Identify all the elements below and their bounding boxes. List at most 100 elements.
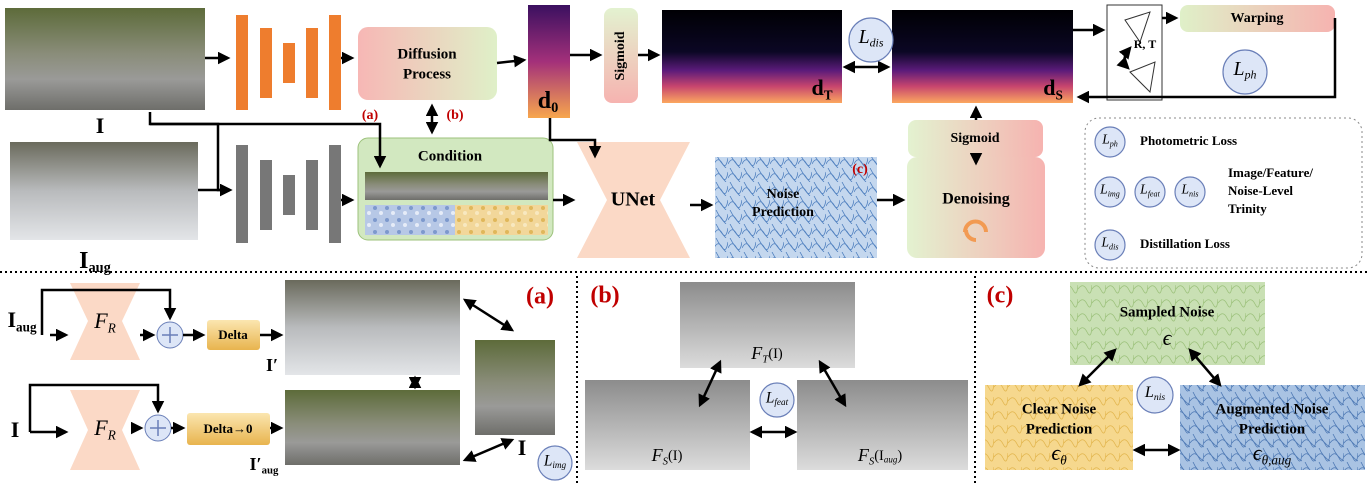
output-image-1 — [285, 280, 460, 375]
sigmoid-box — [604, 8, 638, 103]
subscript: feat — [1148, 189, 1161, 198]
condition-image — [365, 172, 548, 200]
label: Delta→0 — [203, 421, 252, 436]
subscript: 0 — [551, 100, 558, 116]
label: I — [518, 435, 527, 460]
subscript: ph — [1109, 139, 1118, 148]
legend-circle — [1094, 229, 1126, 261]
label: Noise — [767, 187, 800, 202]
label: ϵ — [1163, 325, 1173, 350]
math-label: ϵθ — [1051, 440, 1067, 468]
symbol: L — [765, 389, 775, 406]
symbol: L — [543, 452, 553, 469]
math-label: FS(I) — [651, 445, 683, 468]
math-label: I′aug — [250, 454, 279, 477]
loss-symbol: Lnis — [1181, 182, 1199, 199]
label: (a) — [526, 284, 554, 310]
loss-symbol: Lph — [1101, 132, 1118, 149]
subscript: nis — [1154, 392, 1166, 403]
label: I — [96, 113, 105, 138]
argument: (I) — [668, 448, 683, 464]
symbol: ϵ — [1253, 440, 1263, 465]
argument-sub: aug — [884, 455, 898, 465]
subscript: aug — [88, 260, 111, 276]
symbol: I — [7, 307, 16, 332]
subscript: img — [552, 460, 566, 470]
subscript: T — [824, 88, 833, 103]
subscript: S — [663, 456, 669, 468]
math-label: dS — [1043, 75, 1063, 103]
d0-map — [528, 5, 570, 118]
panel-a — [28, 280, 555, 470]
dS-map — [892, 10, 1073, 103]
subscript: feat — [774, 397, 788, 407]
label: Warping — [1231, 11, 1284, 26]
label: Prediction — [1239, 421, 1306, 437]
loss-circle — [759, 382, 795, 418]
label: Denoising — [942, 191, 1010, 208]
loss-circle — [848, 17, 894, 63]
subscript: img — [1108, 189, 1120, 198]
label: (a) — [362, 108, 379, 123]
noise-pred-box — [715, 157, 877, 258]
symbol: L — [1144, 383, 1154, 401]
loss-symbol: Ldis — [1101, 235, 1119, 252]
legend-box — [1084, 117, 1363, 269]
symbol: F — [857, 445, 870, 465]
subscript: ph — [1244, 67, 1257, 81]
symbol: F — [93, 415, 108, 440]
label: Sigmoid — [613, 31, 628, 80]
dT-map — [662, 10, 842, 103]
sampled-noise-box — [1070, 282, 1265, 365]
math-label: dT — [811, 75, 832, 103]
label: I′ — [266, 355, 278, 375]
panel-c — [985, 282, 1365, 470]
loss-symbol: Limg — [1099, 182, 1120, 199]
input-image — [5, 8, 205, 110]
symbol: L — [1101, 132, 1110, 147]
warping-box — [1180, 5, 1335, 32]
label: Diffusion — [397, 46, 457, 62]
sigmoid-box-2 — [908, 120, 1043, 157]
math-label: FR — [93, 308, 116, 336]
label: R, T — [1134, 37, 1156, 51]
subscript: θ,aug — [1262, 453, 1292, 468]
label: (c) — [852, 162, 868, 177]
label: Sampled Noise — [1120, 304, 1215, 320]
symbol: L — [1101, 235, 1110, 250]
loss-symbol: Lfeat — [765, 389, 789, 407]
label: I — [11, 417, 20, 442]
subscript: nis — [1189, 189, 1198, 198]
loss-circle — [537, 445, 573, 481]
arrows-top — [148, 11, 1337, 212]
condition-noise-yellow — [455, 205, 548, 235]
encoder-orange — [236, 15, 341, 110]
loss-circle — [1136, 376, 1174, 414]
math-label: ϵθ,aug — [1253, 440, 1292, 468]
arrows-a — [28, 288, 515, 462]
student-map — [585, 380, 750, 470]
legend-circle — [1094, 176, 1126, 208]
argument: (I) — [768, 346, 783, 362]
subscript: aug — [262, 465, 279, 477]
subscript: T — [762, 354, 769, 366]
subscript: θ — [1060, 453, 1067, 468]
symbol: d — [538, 88, 552, 114]
encoder-gray — [236, 145, 341, 243]
loss-symbol: Lnis — [1144, 383, 1166, 403]
label: Prediction — [1026, 421, 1093, 437]
label: UNet — [611, 189, 656, 211]
panel-b — [585, 282, 968, 470]
argument: (I — [874, 448, 884, 464]
loss-symbol: Lph — [1233, 57, 1257, 81]
label: Sigmoid — [950, 131, 999, 146]
output-image-2 — [285, 390, 460, 465]
subscript: dis — [1109, 242, 1118, 251]
legend-text: Photometric Loss — [1140, 133, 1237, 148]
legend-text: Trinity — [1228, 201, 1267, 216]
math-label: Iaug — [7, 307, 36, 335]
loss-symbol: Ldis — [858, 25, 884, 49]
denoising-box — [907, 157, 1045, 258]
